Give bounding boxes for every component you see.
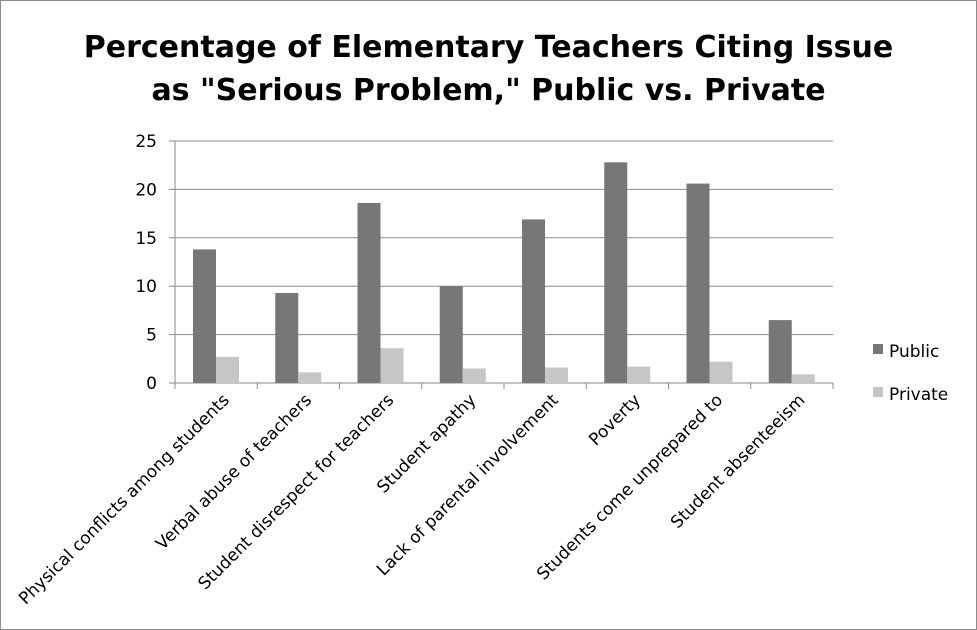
chart-title-line-2: as "Serious Problem," Public vs. Private [151, 73, 826, 108]
y-tick-label: 25 [135, 132, 157, 152]
legend-label-public: Public [889, 342, 939, 362]
y-tick-label: 0 [146, 374, 157, 394]
bar-private [216, 356, 239, 383]
bar-public [768, 320, 792, 383]
legend-swatch-public [873, 344, 883, 354]
bar-private [627, 366, 651, 383]
y-tick-label: 10 [135, 277, 157, 297]
bar-public [193, 249, 216, 383]
bar-public [686, 183, 710, 383]
bar-private [298, 372, 322, 383]
y-tick-label: 5 [146, 326, 157, 346]
legend-label-private: Private [889, 385, 948, 405]
bar-public [439, 286, 463, 383]
x-tick-label: Lack of parental involvement [373, 390, 563, 580]
x-tick-label: Verbal abuse of teachers [152, 390, 316, 554]
bar-public [357, 202, 381, 383]
bar-private [791, 374, 815, 383]
bar-private [380, 348, 404, 383]
bar-private [545, 367, 568, 383]
bar-private [462, 368, 486, 383]
bar-public [275, 292, 299, 383]
bar-public [604, 162, 628, 383]
bar-public [522, 219, 545, 383]
y-tick-label: 15 [135, 229, 157, 249]
chart-title: Percentage of Elementary Teachers Citing… [0, 26, 977, 112]
chart-title-line-1: Percentage of Elementary Teachers Citing… [83, 30, 894, 65]
legend-swatch-private [873, 387, 883, 397]
x-tick-label: Poverty [585, 390, 645, 450]
y-tick-label: 20 [135, 180, 157, 200]
bar-private [709, 361, 733, 383]
x-tick-label: Student absenteeism [667, 390, 809, 532]
